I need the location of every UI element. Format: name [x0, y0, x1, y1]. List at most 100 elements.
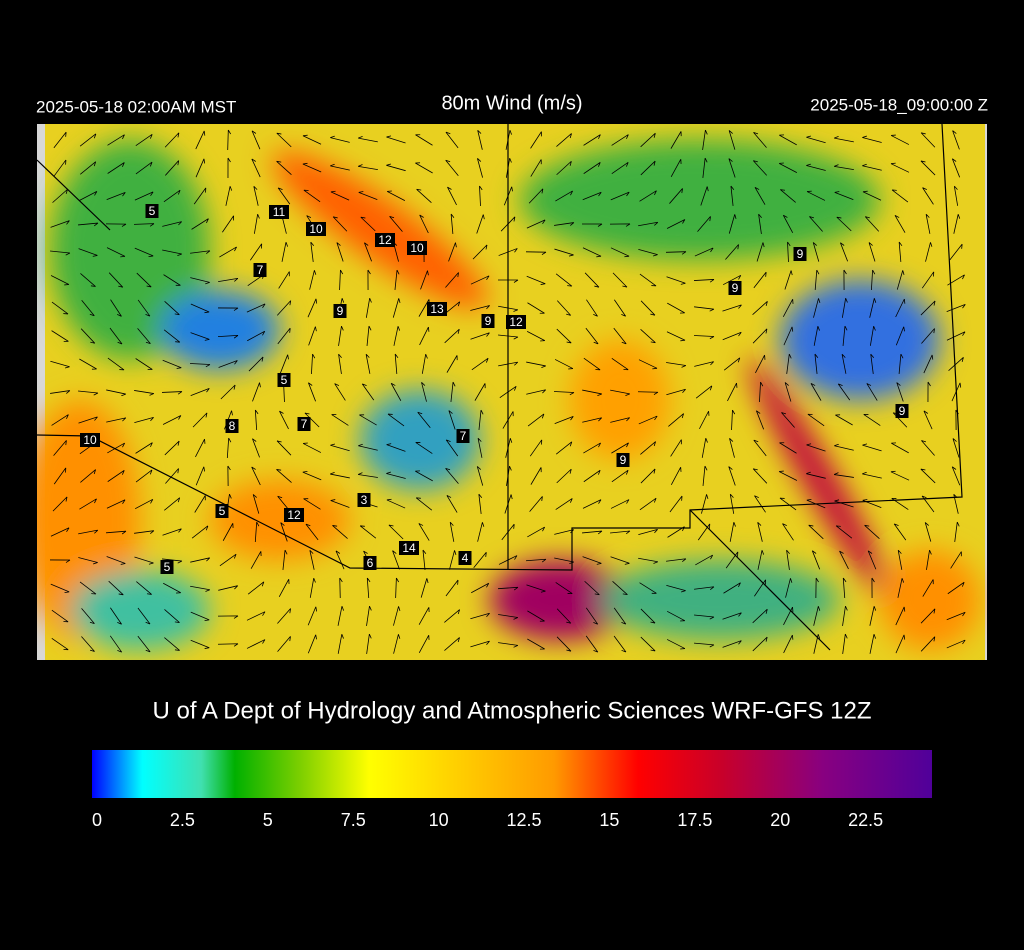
wind-arrow: [781, 412, 795, 428]
wind-arrow: [106, 389, 126, 397]
wind-arrow: [639, 190, 657, 202]
wind-arrow: [583, 134, 601, 146]
wind-arrow: [527, 526, 546, 538]
wind-arrow: [694, 361, 714, 367]
wind-arrow: [357, 164, 378, 171]
wind-arrow: [472, 244, 488, 260]
wind-arrow: [50, 583, 70, 594]
wind-arrow: [862, 499, 882, 509]
wind-arrow: [638, 248, 658, 257]
wind-arrow: [526, 389, 547, 395]
wind-arrow: [729, 522, 736, 542]
wind-arrow: [474, 383, 486, 401]
wind-arrow: [786, 549, 790, 570]
wind-arrow: [470, 640, 490, 648]
wind-arrow: [365, 353, 371, 374]
wind-arrow: [53, 131, 67, 149]
wind-arrow: [896, 270, 905, 290]
wind-arrow: [694, 642, 715, 648]
wind-arrow: [693, 279, 715, 283]
wind-arrow: [366, 605, 372, 626]
station-label: 12: [378, 233, 392, 247]
wind-arrow: [506, 465, 512, 486]
wind-arrow: [250, 551, 262, 569]
wind-arrow: [446, 495, 458, 513]
wind-arrow: [920, 160, 936, 176]
wind-arrow: [756, 242, 765, 262]
wind-arrow: [778, 470, 798, 481]
station-label: 5: [219, 504, 226, 518]
wind-arrow: [162, 359, 182, 369]
station-box: [357, 493, 371, 507]
wind-arrow: [500, 216, 516, 232]
wind-arrow: [109, 635, 123, 653]
wind-arrow: [277, 327, 291, 345]
wind-arrow: [700, 186, 709, 206]
wind-arrow: [946, 611, 966, 621]
wind-arrow: [165, 160, 180, 176]
wind-arrow: [110, 299, 122, 317]
wind-arrow: [358, 443, 378, 451]
wind-arrow: [415, 442, 433, 454]
wind-arrow: [162, 415, 182, 425]
wind-arrow: [389, 215, 403, 232]
wind-arrow: [134, 247, 154, 258]
wind-arrow: [332, 525, 348, 539]
wind-arrow: [448, 410, 456, 430]
wind-arrow: [670, 439, 682, 457]
wind-arrow: [755, 354, 766, 374]
station-box: [145, 204, 159, 218]
wind-arrow: [807, 413, 825, 427]
wind-arrow: [393, 606, 401, 626]
wind-arrow: [891, 442, 909, 454]
wind-arrow: [134, 556, 154, 565]
wind-arrow: [135, 358, 153, 370]
colorbar-tick-label: 17.5: [677, 810, 712, 830]
wind-arrow: [752, 160, 768, 176]
wind-arrow: [195, 438, 206, 458]
wind-arrow: [106, 556, 126, 565]
station-label: 10: [83, 433, 97, 447]
wind-arrow: [869, 325, 876, 346]
wind-arrow: [553, 391, 575, 396]
wind-arrow: [701, 494, 709, 514]
wind-field: [37, 124, 987, 660]
wind-arrow: [752, 608, 768, 624]
border: [689, 509, 831, 651]
station-label: 13: [430, 302, 444, 316]
wind-arrow: [107, 442, 126, 454]
wind-arrow: [725, 551, 739, 569]
wind-arrow: [50, 220, 70, 228]
wind-arrow: [752, 328, 768, 344]
wind-arrow: [79, 498, 97, 510]
wind-arrow: [613, 607, 627, 625]
colorbar-tick-label: 12.5: [507, 810, 542, 830]
wind-arrow: [303, 498, 321, 510]
wind-arrow: [834, 499, 854, 508]
wind-arrow: [890, 134, 910, 145]
wind-arrow: [393, 634, 401, 654]
field-blobs: [37, 140, 980, 650]
wind-arrow: [302, 442, 322, 453]
wind-arrow: [921, 495, 935, 513]
wind-arrow: [895, 298, 906, 318]
wind-arrow: [164, 300, 180, 316]
wind-arrow: [276, 300, 292, 316]
wind-arrow: [419, 326, 430, 346]
wind-arrow: [611, 442, 629, 454]
wind-arrow: [222, 215, 235, 233]
wind-arrow: [753, 271, 767, 289]
wind-arrow: [418, 607, 430, 625]
wind-arrow: [869, 298, 877, 318]
wind-arrow: [498, 361, 519, 367]
wind-arrow: [864, 216, 880, 232]
wind-arrow: [695, 385, 713, 399]
station-box: [399, 541, 419, 555]
wind-arrow: [584, 580, 600, 596]
wind-arrow: [78, 416, 98, 424]
station-label: 5: [149, 204, 156, 218]
wind-arrow: [862, 471, 882, 479]
wind-arrow: [728, 466, 736, 486]
borders: [37, 124, 963, 651]
wind-arrow: [365, 297, 372, 318]
